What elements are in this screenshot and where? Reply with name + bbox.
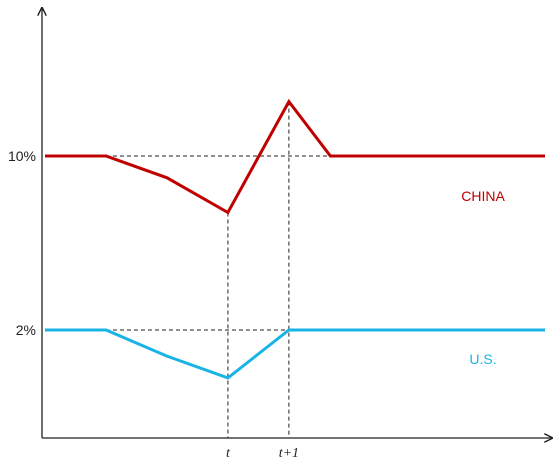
- series-line-u-s: [45, 328, 545, 380]
- x-tick-label: t+1: [279, 446, 299, 461]
- x-tick-label: t: [226, 446, 231, 461]
- series-label: U.S.: [469, 351, 496, 367]
- series-label: CHINA: [461, 188, 505, 204]
- y-tick-label: 2%: [16, 322, 36, 338]
- y-tick-label: 10%: [8, 148, 36, 164]
- series-line-china: [45, 98, 545, 215]
